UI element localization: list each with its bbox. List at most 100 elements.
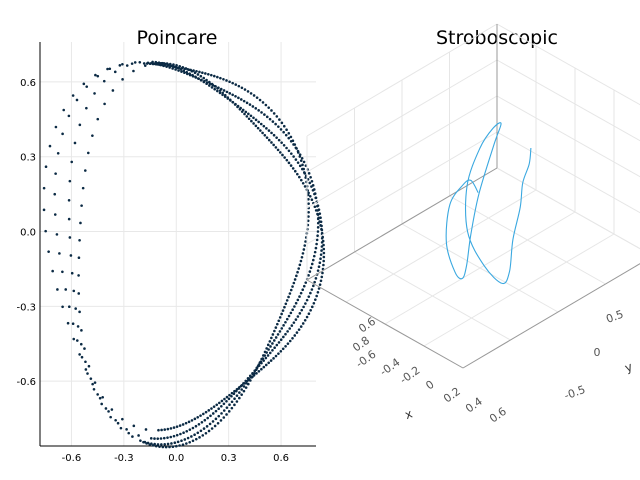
y-tick-label: -0.6 (16, 377, 36, 388)
poincare-point (252, 94, 256, 97)
poincare-point (322, 259, 325, 263)
poincare-point (303, 185, 307, 188)
poincare-point (255, 96, 259, 99)
poincare-point (196, 73, 200, 76)
poincare-point (286, 342, 290, 345)
poincare-point (234, 83, 238, 86)
poincare-point (51, 269, 54, 273)
poincare-points (42, 60, 326, 449)
poincare-point (193, 71, 197, 75)
poincare-point (244, 110, 248, 114)
poincare-point (310, 185, 313, 188)
poincare-point (257, 369, 261, 373)
poincare-point (255, 372, 258, 375)
poincare-point (197, 422, 201, 426)
poincare-point (150, 442, 153, 445)
poincare-point (245, 115, 249, 118)
poincare-point (180, 439, 183, 443)
grid-line (306, 95, 498, 209)
poincare-point (275, 115, 279, 118)
poincare-point (309, 266, 313, 270)
poincare-point (68, 179, 72, 183)
poincare-point (274, 354, 278, 358)
poincare-point (231, 100, 235, 104)
poincare-point (202, 427, 206, 430)
poincare-point (219, 419, 223, 422)
poincare-point (252, 122, 255, 125)
poincare-point (288, 327, 292, 330)
poincare-point (216, 87, 219, 90)
poincare-point (196, 77, 200, 80)
poincare-point (320, 227, 323, 231)
poincare-point (319, 279, 323, 283)
poincare-point (199, 429, 203, 433)
poincare-point (238, 385, 241, 389)
poincare-point (267, 129, 271, 132)
poincare-point (291, 285, 294, 288)
poincare-point (313, 280, 316, 284)
poincare-point (176, 66, 180, 70)
poincare-point (304, 240, 307, 243)
poincare-point (307, 191, 310, 195)
poincare-point (256, 126, 260, 130)
y-tick-label: 0.0 (20, 228, 36, 239)
grid-line (496, 131, 640, 214)
poincare-point (260, 361, 263, 365)
poincare-point (320, 231, 324, 235)
poincare-point (114, 418, 117, 422)
poincare-point (271, 342, 274, 345)
poincare-point (307, 274, 310, 277)
poincare-point (209, 414, 212, 418)
poincare-point (121, 62, 124, 66)
poincare-point (277, 125, 280, 129)
poincare-point (244, 386, 248, 389)
poincare-point (83, 347, 86, 350)
poincare-point (98, 396, 102, 400)
poincare-point (132, 424, 136, 428)
poincare-point (133, 61, 137, 64)
poincare-point (319, 257, 322, 261)
poincare-point (211, 412, 215, 415)
poincare-point (272, 357, 275, 360)
grid-line (462, 263, 640, 369)
poincare-point (284, 332, 287, 336)
poincare-point (307, 210, 310, 214)
poincare-point (270, 109, 273, 112)
poincare-point (297, 267, 301, 270)
poincare-point (295, 274, 298, 278)
poincare-point (217, 414, 221, 418)
poincare-point (225, 400, 228, 403)
poincare-point (284, 320, 287, 324)
poincare-point (319, 216, 322, 220)
poincare-point (207, 72, 210, 76)
poincare-point (255, 366, 259, 370)
poincare-point (210, 73, 213, 77)
poincare-point (215, 403, 219, 407)
x-tick-label: 0.3 (221, 453, 237, 464)
y-tick-label: -0.3 (16, 302, 36, 313)
poincare-point (137, 434, 140, 437)
poincare-point (96, 393, 99, 396)
poincare-point (85, 85, 89, 88)
poincare-point (218, 401, 221, 405)
poincare-point (314, 298, 317, 301)
poincare-point (163, 442, 167, 446)
poincare-point (263, 113, 266, 116)
poincare-point (312, 301, 316, 305)
poincare-point (285, 158, 289, 162)
poincare-point (242, 389, 246, 393)
poincare-point (293, 278, 297, 281)
poincare-point (110, 408, 114, 411)
poincare-point (78, 238, 81, 242)
poincare-point (240, 86, 244, 90)
poincare-point (318, 283, 322, 286)
poincare-point (272, 339, 276, 342)
poincare-point (208, 422, 212, 426)
poincare-point (125, 428, 128, 431)
poincare-point (223, 93, 227, 97)
poincare-point (265, 127, 268, 130)
poincare-point (225, 90, 229, 94)
poincare-point (188, 72, 191, 75)
poincare-point (296, 149, 300, 153)
